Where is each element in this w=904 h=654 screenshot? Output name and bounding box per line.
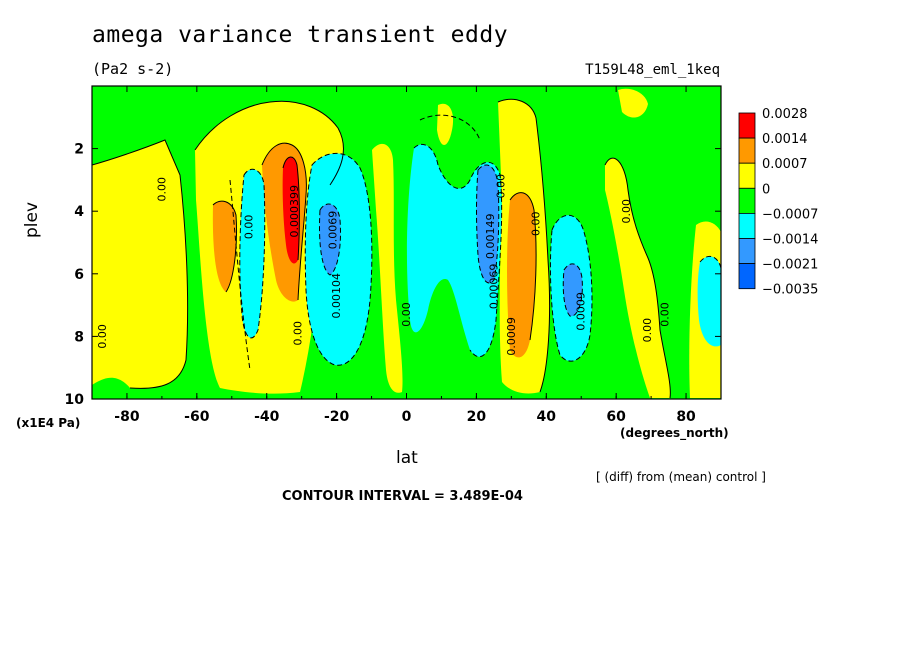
contour-line-negative xyxy=(304,152,373,366)
contour-line-negative xyxy=(699,255,721,269)
x-tick-label: 80 xyxy=(676,409,696,425)
colorbar-label: 0.0014 xyxy=(762,132,808,147)
x-tick-label: -20 xyxy=(324,409,350,425)
y-axis-title: plev xyxy=(22,201,42,238)
contour-line xyxy=(212,200,237,293)
positive-region xyxy=(437,103,454,145)
contour-label: 0.00104 xyxy=(330,273,343,319)
contour-line-negative xyxy=(319,203,341,276)
contour-line xyxy=(92,139,189,389)
negative-region xyxy=(305,153,372,366)
colorbar-label: −0.0007 xyxy=(762,207,818,222)
contour-label: 0.00069 xyxy=(487,264,500,310)
contour-line xyxy=(194,100,344,186)
diff-note: [ (diff) from (mean) control ] xyxy=(596,470,766,484)
contour-line xyxy=(261,142,307,301)
run-label: T159L48_eml_1keq xyxy=(585,62,720,78)
positive-region xyxy=(605,158,671,398)
x-axis-title: lat xyxy=(396,448,418,468)
contour-interval: CONTOUR INTERVAL = 3.489E-04 xyxy=(282,489,523,504)
negative-region xyxy=(239,169,265,338)
y-axis: 2 4 6 8 10 xyxy=(65,142,721,408)
positive-region xyxy=(195,101,344,394)
contour-label: 0.00 xyxy=(620,199,633,224)
colorbar-label: −0.0014 xyxy=(762,233,818,248)
positive-region xyxy=(372,143,403,393)
contour-label: 0.0009 xyxy=(505,317,518,356)
y-tick-label: 6 xyxy=(74,267,84,283)
y-scale-label: (x1E4 Pa) xyxy=(16,416,81,430)
contour-line-negative xyxy=(476,164,500,284)
strong-negative-region xyxy=(476,165,499,283)
colorbar-swatch xyxy=(738,238,756,265)
contour-label: 0.00 xyxy=(529,211,542,236)
colorbar-swatch xyxy=(738,112,756,139)
positive-region xyxy=(618,88,648,118)
x-tick-label: -80 xyxy=(114,409,140,425)
contour-label: 0.00 xyxy=(400,302,413,327)
contour-label: 0.00 xyxy=(292,321,305,346)
y-tick-label: 4 xyxy=(74,204,84,220)
contour-label: 0.00 xyxy=(243,215,256,240)
x-units-label: (degrees_north) xyxy=(620,426,729,440)
x-axis: -80 -60 -40 -20 0 20 40 60 80 xyxy=(91,86,722,425)
peak-region xyxy=(282,157,300,264)
colorbar: 0.0028 0.0014 0.0007 0 −0.0007 −0.0014 −0.0021… xyxy=(738,107,818,298)
x-tick-label: 40 xyxy=(537,409,557,425)
x-tick-label: 20 xyxy=(467,409,487,425)
contour-line-negative xyxy=(562,263,583,317)
contour-label: 0.00 xyxy=(641,318,654,343)
colorbar-swatch xyxy=(738,187,756,214)
contour-label: 0.0009 xyxy=(575,292,588,331)
colorbar-label: 0 xyxy=(762,182,770,197)
positive-region xyxy=(92,140,188,389)
contour-line-negative xyxy=(419,114,481,141)
contour-label: 0.00149 xyxy=(484,213,497,259)
strong-positive-region xyxy=(212,201,237,292)
contour-label: 0.00 xyxy=(659,302,672,327)
contour-field: 0.00 0.00 0.00 0.000399 0.0069 0.00 0.00104 0.0… xyxy=(92,86,721,399)
contour-line-negative xyxy=(239,168,266,339)
contour-label: 0.00 xyxy=(96,324,109,349)
contour-line xyxy=(497,98,551,393)
contour-line xyxy=(282,156,300,261)
x-tick-label: 0 xyxy=(402,409,412,425)
chart-units: (Pa2 s-2) xyxy=(92,60,174,78)
contour-line-negative xyxy=(413,143,503,358)
contour-labels: 0.00 0.00 0.00 0.000399 0.0069 0.00 0.00104 0.0… xyxy=(96,174,672,356)
colorbar-swatch xyxy=(738,263,756,290)
colorbar-label: −0.0021 xyxy=(762,258,818,273)
x-tick-label: -60 xyxy=(184,409,210,425)
negative-region xyxy=(697,256,721,347)
x-tick-label: -40 xyxy=(254,409,280,425)
strong-negative-region xyxy=(319,204,341,275)
contour-line xyxy=(604,157,671,399)
colorbar-swatch xyxy=(738,137,756,164)
contour-line-negative xyxy=(229,179,251,371)
colorbar-label: 0.0028 xyxy=(762,107,808,122)
y-tick-label: 8 xyxy=(74,329,84,345)
contour-label: 0.00 xyxy=(155,177,168,202)
contour-label: 0.0069 xyxy=(327,211,340,250)
colorbar-swatch xyxy=(738,162,756,189)
contour-line xyxy=(509,192,537,341)
y-tick-label: 2 xyxy=(74,142,84,158)
colorbar-label: −0.0035 xyxy=(762,283,818,298)
x-tick-label: 60 xyxy=(606,409,626,425)
contour-label: 0.00 xyxy=(494,174,507,199)
strong-positive-region xyxy=(507,192,537,358)
chart-title: amega variance transient eddy xyxy=(92,22,509,48)
strong-negative-region xyxy=(563,263,583,317)
colorbar-swatch xyxy=(738,212,756,239)
colorbar-label: 0.0007 xyxy=(762,157,808,172)
contour-label: 0.000399 xyxy=(288,185,301,238)
y-tick-label: 10 xyxy=(65,392,85,408)
